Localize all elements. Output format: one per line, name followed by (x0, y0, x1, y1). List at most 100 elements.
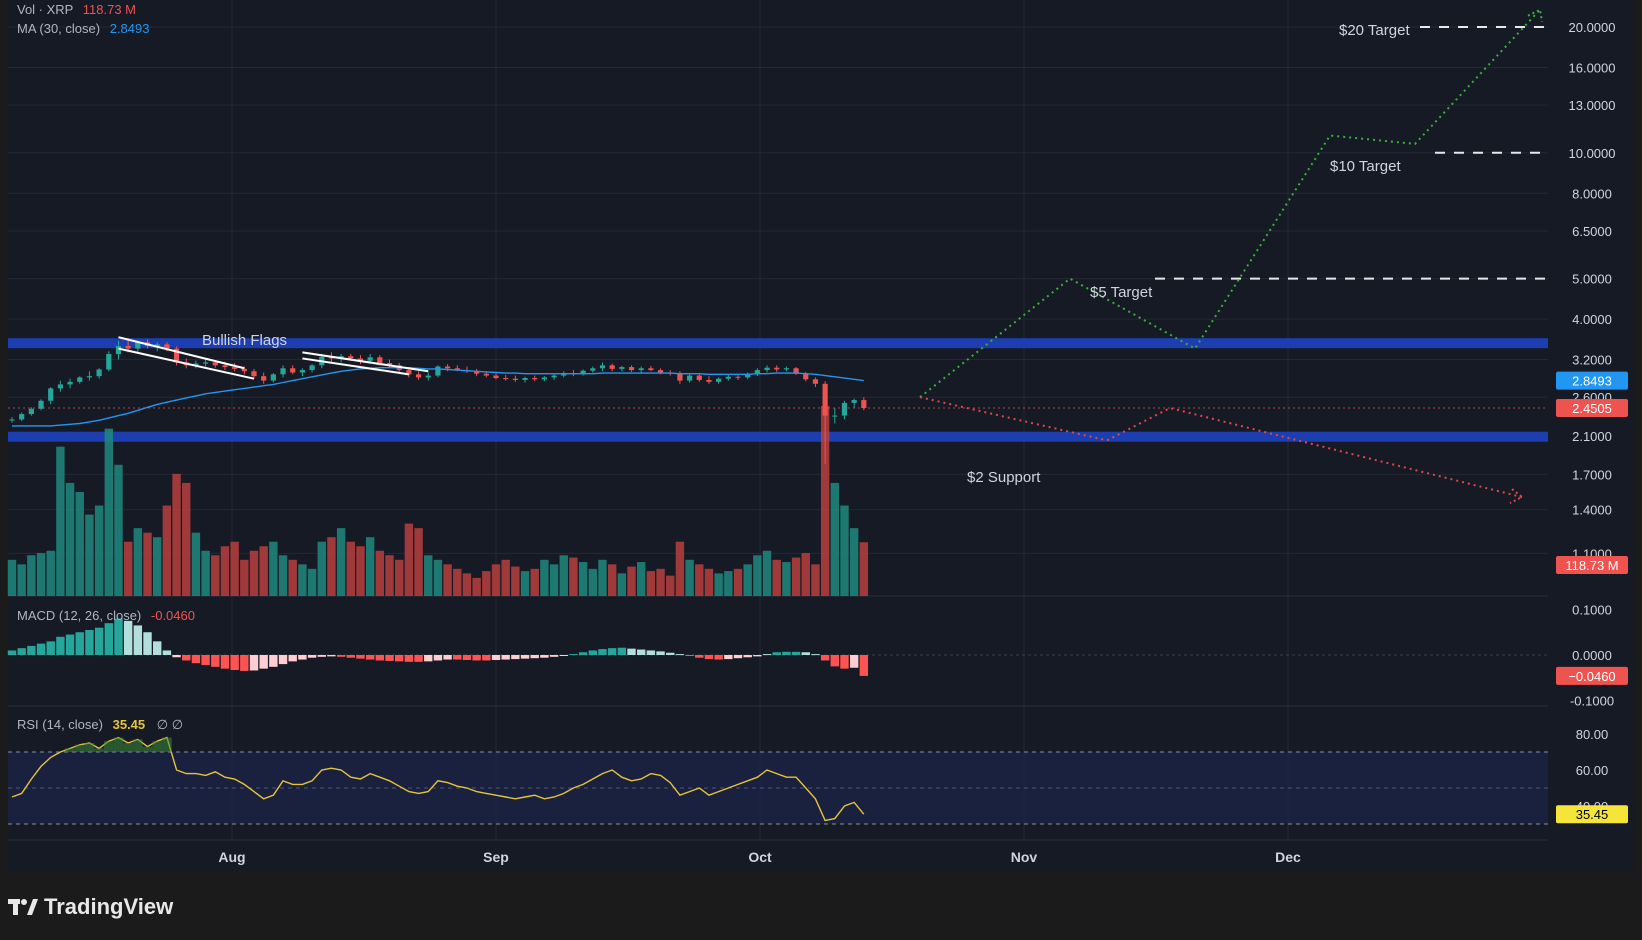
candle-body (648, 368, 654, 371)
macd-bar (733, 655, 743, 659)
macd-bar (772, 652, 781, 655)
candle-body (619, 367, 625, 369)
candle-body (861, 400, 867, 409)
candle (687, 374, 693, 383)
volume-bar (791, 557, 801, 596)
time-tick-label: Dec (1275, 849, 1301, 865)
macd-bar (36, 643, 46, 655)
candle-body (415, 374, 422, 378)
macd-bar (375, 655, 385, 661)
candle (67, 378, 73, 389)
macd-bar (133, 625, 143, 655)
macd-bar (75, 632, 84, 655)
price-tick-label: 3.2000 (1572, 353, 1612, 368)
macd-bar (840, 655, 849, 669)
tradingview-logo[interactable]: TradingView (8, 892, 173, 922)
rsi-legend-label: RSI (14, close) (17, 717, 103, 732)
volume-bar (782, 562, 791, 596)
macd-legend-value: -0.0460 (151, 608, 195, 623)
candle-body (9, 419, 15, 421)
price-tick-label: 16.0000 (1569, 60, 1616, 75)
candle (619, 365, 625, 372)
bearish-projection-path (919, 396, 1523, 499)
macd-bar (385, 655, 394, 661)
candle (503, 374, 509, 381)
volume-bar (501, 559, 510, 596)
candle-body (687, 375, 693, 381)
candle-body (435, 366, 441, 376)
ma-line (12, 367, 864, 427)
candle (474, 368, 480, 377)
macd-bar (17, 648, 26, 655)
macd-bar (520, 655, 530, 659)
candle-body (86, 376, 93, 378)
macd-bar (114, 618, 123, 655)
candle-body (251, 371, 257, 377)
macd-bar (424, 655, 433, 662)
volume-bar (317, 541, 326, 596)
macd-bar (288, 655, 297, 662)
candle-body (493, 375, 499, 379)
macd-bar (104, 623, 113, 655)
candle (609, 363, 615, 372)
volume-bar (646, 571, 656, 596)
candle-body (832, 415, 838, 417)
price-tick-label: 8.0000 (1572, 186, 1612, 201)
candle-body (48, 388, 54, 401)
volume-bar (569, 557, 578, 596)
macd-badge-text: −0.0460 (1568, 669, 1615, 684)
candle (203, 359, 209, 367)
volume-legend: Vol · XRP 118.73 M (17, 2, 136, 17)
macd-bar (830, 655, 839, 667)
candle-body (367, 357, 373, 361)
volume-bar (482, 571, 491, 596)
volume-bar (27, 555, 36, 596)
candle (415, 371, 422, 380)
macd-bar (7, 650, 17, 655)
volume-bar (385, 555, 394, 596)
candle-body (19, 414, 25, 420)
price-tick-label: 5.0000 (1572, 272, 1612, 287)
volume-bar (656, 568, 665, 596)
macd-bar (646, 650, 656, 655)
candle (386, 359, 393, 369)
volume-legend-value: 118.73 M (83, 2, 136, 17)
volume-bar (753, 555, 762, 596)
bullish-arrowhead (1527, 8, 1543, 22)
candle-body (541, 377, 547, 380)
rsi-badge: 35.45 (1556, 805, 1628, 824)
macd-bar (307, 655, 317, 658)
volume-bar (104, 428, 113, 596)
volume-bar (220, 546, 230, 596)
candle-body (115, 345, 122, 354)
bullish-flags-label: Bullish Flags (202, 332, 287, 349)
macd-bar (617, 647, 627, 655)
candle-body (280, 368, 286, 375)
macd-bar (414, 655, 423, 662)
rsi-tick-label: 60.00 (1576, 763, 1609, 778)
volume-bars (7, 406, 869, 596)
price-tick-label: 6.5000 (1572, 224, 1612, 239)
macd-bar (782, 651, 791, 655)
macd-bar (695, 655, 704, 658)
volume-bar (375, 550, 385, 596)
macd-bar (327, 655, 336, 657)
macd-bar (27, 645, 36, 655)
macd-bar (298, 655, 307, 660)
candle (493, 372, 499, 380)
target-10-label: $10 Target (1330, 158, 1401, 175)
volume-bar (685, 559, 694, 596)
macd-bar (859, 655, 869, 676)
price-tick-label: 2.1000 (1572, 429, 1612, 444)
volume-bar (240, 559, 249, 596)
candle-body (125, 345, 131, 349)
candle-body (212, 362, 218, 366)
volume-bar (85, 514, 94, 596)
macd-bar (549, 655, 559, 657)
volume-bar (65, 482, 75, 596)
candle (735, 374, 741, 380)
candle-body (638, 368, 644, 371)
candle (261, 372, 267, 384)
volume-bar (559, 555, 568, 596)
